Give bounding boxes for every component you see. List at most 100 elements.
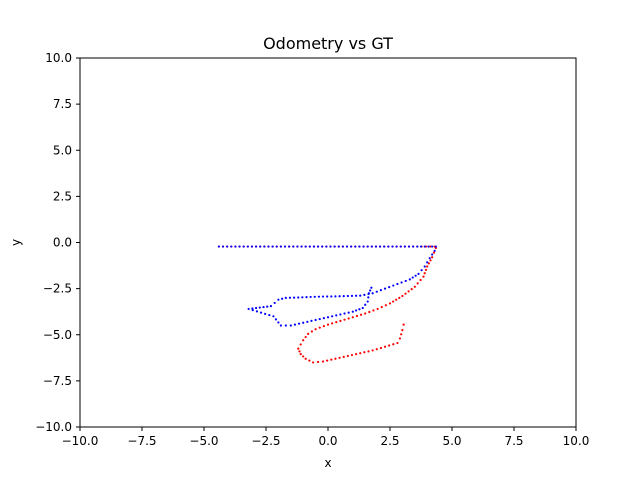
data-point [351,316,354,319]
data-point [318,317,321,321]
x-axis-label: x [324,456,331,470]
data-point [255,310,259,313]
data-point [368,310,371,314]
data-point [404,292,407,295]
data-point [355,353,358,356]
data-point [404,279,407,283]
data-point [350,245,353,248]
data-point [279,245,282,248]
data-point [279,324,282,327]
data-point [316,360,320,364]
data-point [396,282,399,286]
data-point [307,332,310,335]
series-layer [217,245,437,364]
x-tick-label: 10.0 [563,434,590,448]
data-point [431,245,434,248]
data-point [427,245,430,248]
data-point [383,245,386,248]
data-point [273,301,276,305]
x-tick-label: 0.0 [318,434,337,448]
data-point [374,245,378,248]
data-point [238,245,241,248]
y-tick-label: −2.5 [43,282,72,296]
data-point [364,303,367,306]
data-point [322,317,325,320]
series-1 [217,245,437,327]
data-point [379,289,383,292]
data-point [371,349,374,352]
data-point [347,317,350,320]
data-point [369,289,372,292]
data-point [429,245,432,248]
data-point [363,293,366,296]
data-point [272,315,275,318]
data-point [302,339,305,342]
data-point [343,318,346,321]
data-point [326,295,329,298]
data-point [431,253,434,256]
data-point [402,323,405,326]
data-point [400,333,403,336]
data-point [338,356,341,359]
data-point [341,245,344,248]
data-point [331,322,334,325]
data-point [322,325,325,328]
data-point [326,323,330,326]
y-tick-label: 2.5 [53,189,72,203]
data-point [221,245,225,248]
data-point [387,245,390,248]
data-point [297,322,301,325]
x-tick-label: −2.5 [251,434,280,448]
data-point [334,295,337,298]
data-point [361,306,364,310]
data-point [388,344,391,347]
data-point [310,330,313,333]
data-point [366,245,369,248]
data-point [355,294,358,297]
data-point [388,302,392,305]
data-point [371,292,374,295]
data-point [297,296,300,299]
data-point [346,354,349,358]
data-point [403,245,406,248]
data-point [379,346,383,350]
data-point [367,296,370,299]
data-point [251,309,254,312]
data-point [318,326,321,329]
data-point [413,285,416,288]
data-point [423,265,426,268]
x-tick-label: 2.5 [380,434,399,448]
data-point [258,306,261,309]
data-point [370,245,373,248]
data-point [345,245,349,248]
data-point [230,245,233,248]
data-point [396,341,399,345]
data-point [277,321,280,324]
data-point [338,295,341,298]
data-point [306,320,309,323]
data-point [363,351,366,354]
data-point [359,294,362,297]
data-point [346,294,349,298]
data-point [317,295,321,298]
data-point [284,296,287,299]
data-point [314,328,317,331]
data-point [305,296,308,299]
data-point [339,313,342,316]
data-point [297,347,300,350]
data-point [335,314,338,317]
data-point [296,245,299,248]
data-point [395,245,398,248]
data-point [330,295,333,298]
data-point [281,297,284,300]
data-point [401,294,404,298]
data-point [304,245,307,248]
data-point [427,262,430,265]
data-point [312,245,316,248]
data-point [316,245,320,248]
data-point [398,296,401,299]
data-point [392,343,395,346]
data-point [392,300,395,303]
data-point [407,245,411,248]
data-point [217,245,220,248]
